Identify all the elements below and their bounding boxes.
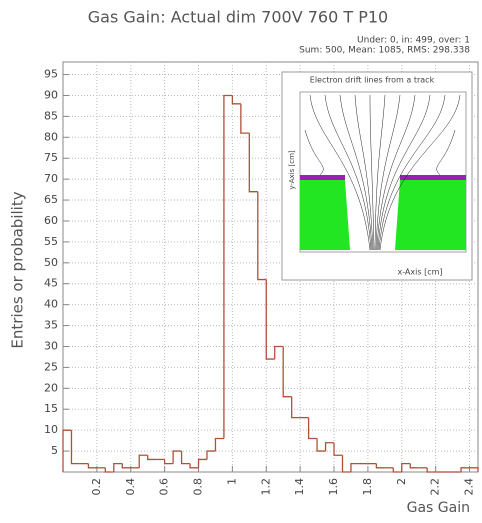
x-tick-label: 1.8 (361, 478, 374, 496)
inset-strip (300, 175, 345, 180)
x-tick-label: 0.4 (124, 478, 137, 496)
histogram-bin (350, 462, 360, 472)
histogram-bin (409, 463, 419, 469)
histogram-bin (180, 451, 191, 465)
histogram-bin (426, 467, 436, 473)
histogram-bin (172, 450, 182, 464)
histogram-bin (223, 94, 233, 439)
x-axis-label: Gas Gain (407, 500, 470, 516)
histogram-bin (392, 467, 402, 473)
x-tick-label: 0.8 (192, 478, 205, 496)
x-tick-label: 0.6 (158, 478, 171, 496)
histogram-bin (291, 396, 301, 419)
inset-drift-lines (304, 94, 461, 251)
histogram-bin (401, 462, 411, 472)
histogram-bin (121, 463, 131, 469)
histogram-bin (257, 191, 267, 281)
histogram-bin (240, 103, 250, 134)
histogram-bin (87, 463, 97, 469)
y-tick-label: 30 (44, 339, 58, 352)
histogram-bin (206, 450, 216, 460)
histogram-bin (307, 417, 318, 440)
y-tick-label: 40 (44, 298, 58, 311)
histogram-bin (248, 133, 258, 193)
plot-frame (62, 61, 479, 473)
y-tick-label: 20 (44, 381, 58, 394)
histogram-bin (265, 279, 275, 360)
histogram-bin (333, 442, 343, 456)
histogram-bin (197, 458, 207, 468)
x-tick-label: 0.2 (90, 478, 103, 496)
histogram-bin (70, 430, 80, 465)
inset-x-label: x-Axis [cm] (397, 268, 442, 277)
y-tick-label: 55 (44, 235, 58, 248)
y-tick-label: 95 (44, 68, 58, 81)
y-axis-label: Entries or probability (9, 191, 27, 348)
x-tick-label: 1.4 (293, 478, 306, 496)
y-tick-label: 5 (51, 444, 58, 457)
y-tick-label: 70 (44, 172, 58, 185)
y-tick-label: 60 (44, 214, 58, 227)
histogram-bin (469, 467, 479, 472)
histogram-bin (113, 462, 123, 472)
inset-electrode (300, 180, 350, 250)
histogram-bin (104, 467, 114, 473)
histogram-bin (316, 438, 326, 452)
chart-title: Gas Gain: Actual dim 700V 760 T P10 (88, 8, 388, 27)
x-tick-label: 1.2 (259, 478, 272, 496)
histogram-bin (62, 429, 72, 472)
x-tick-label: 2.2 (429, 478, 442, 496)
histogram-bin (282, 346, 292, 398)
histogram-bin (147, 455, 157, 461)
y-tick-label: 85 (44, 109, 58, 122)
y-tick-label: 25 (44, 360, 58, 373)
histogram-bin (163, 459, 174, 465)
histogram-bin (189, 463, 199, 469)
y-tick-label: 35 (44, 319, 58, 332)
x-tick-label: 1.6 (327, 478, 340, 496)
histogram-bin (274, 345, 284, 360)
stats-line: Under: 0, in: 499, over: 1 (357, 36, 470, 46)
stats-line: Sum: 500, Mean: 1085, RMS: 298.338 (299, 46, 470, 56)
histogram-bin (214, 437, 224, 452)
y-tick-label: 50 (44, 256, 58, 269)
y-tick-label: 80 (44, 130, 58, 143)
inset-title: Electron drift lines from a track (310, 76, 435, 85)
inset-image: Electron drift lines from a track y-Axis… (281, 71, 473, 281)
y-tick-label: 75 (44, 151, 58, 164)
histogram-bin (324, 442, 335, 452)
y-tick-label: 65 (44, 193, 58, 206)
histogram-bin (375, 463, 385, 469)
y-tick-label: 15 (44, 402, 58, 415)
histogram-bin (231, 95, 241, 105)
x-tick-label: 2 (395, 478, 408, 485)
histogram-bin (138, 454, 148, 468)
histogram-bin (341, 455, 351, 473)
inset-y-label: y-Axis [cm] (288, 150, 296, 190)
y-tick-label: 90 (44, 88, 58, 101)
y-tick-label: 10 (44, 423, 58, 436)
x-tick-label: 1 (225, 478, 238, 485)
x-tick-label: 2.4 (463, 478, 476, 496)
inset-electrode (395, 180, 466, 250)
histogram-bin (460, 467, 470, 472)
y-tick-label: 45 (44, 277, 58, 290)
inset-strip (400, 175, 466, 180)
